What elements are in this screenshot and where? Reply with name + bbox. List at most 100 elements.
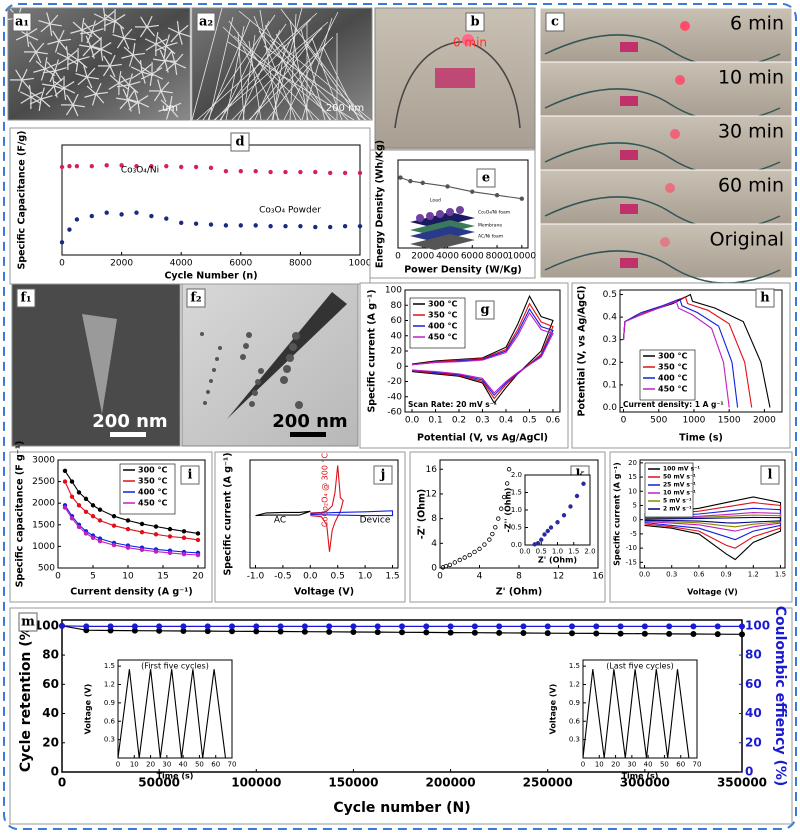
texture bbox=[54, 59, 59, 72]
data-point bbox=[253, 623, 260, 630]
texture bbox=[47, 40, 60, 45]
photo-frame bbox=[539, 223, 793, 279]
x-tick-label: 1000 bbox=[349, 259, 372, 269]
data-point bbox=[471, 623, 478, 630]
x-tick-label: 50 bbox=[195, 760, 204, 768]
texture bbox=[28, 85, 32, 98]
texture bbox=[305, 43, 361, 121]
texture bbox=[118, 77, 131, 84]
x-tick-label: 20 bbox=[146, 760, 155, 768]
series-label: Co₃O₄/Ni bbox=[121, 166, 159, 176]
x-tick-label: 2000 bbox=[753, 416, 776, 426]
data-point bbox=[167, 550, 173, 556]
y-tick-label: -20 bbox=[387, 377, 402, 387]
data-point bbox=[253, 628, 260, 635]
data-point bbox=[490, 531, 495, 537]
series-line bbox=[411, 311, 554, 394]
x-tick-label: 300000 bbox=[620, 775, 670, 789]
texture bbox=[17, 79, 23, 92]
texture bbox=[95, 82, 102, 95]
data-point bbox=[477, 546, 482, 552]
texture bbox=[86, 67, 96, 78]
y-tick-label: 0.9 bbox=[569, 699, 580, 707]
texture bbox=[123, 37, 136, 41]
annotation: Scan Rate: 20 mV s⁻¹ bbox=[408, 400, 497, 409]
x-axis-label: Voltage (V) bbox=[294, 587, 354, 598]
texture bbox=[164, 60, 169, 73]
texture bbox=[121, 54, 134, 59]
y-tick-label: 0.2 bbox=[603, 358, 617, 368]
texture bbox=[15, 34, 28, 41]
texture bbox=[15, 69, 23, 81]
time-label: 0 min bbox=[453, 36, 487, 50]
panel-letter-box bbox=[186, 288, 206, 308]
data-point bbox=[501, 494, 507, 500]
data-point bbox=[69, 516, 75, 521]
series-line bbox=[310, 465, 344, 552]
plot-area bbox=[582, 659, 698, 759]
panel-letter-box bbox=[12, 12, 32, 32]
panel-letter: f₁ bbox=[20, 291, 31, 306]
texture bbox=[165, 34, 170, 47]
x-tick-label: 20 bbox=[192, 572, 204, 582]
texture bbox=[49, 23, 62, 27]
data-point bbox=[204, 623, 211, 630]
x-tick-label: 60 bbox=[211, 760, 220, 768]
y-tick-label: -5 bbox=[630, 530, 637, 538]
x-tick-label: 8000 bbox=[486, 252, 509, 262]
texture bbox=[158, 107, 171, 112]
texture bbox=[21, 77, 34, 81]
y-tick-label: 60 bbox=[42, 677, 59, 691]
series-line bbox=[644, 496, 782, 561]
data-point bbox=[74, 217, 80, 222]
particle bbox=[203, 401, 207, 405]
legend-label: 2 mV s⁻¹ bbox=[663, 506, 692, 513]
data-point bbox=[238, 169, 243, 174]
x-tick-label: 0.0 bbox=[303, 572, 318, 582]
y-axis-label: -Z' (Ohm) bbox=[417, 489, 428, 539]
texture bbox=[75, 59, 79, 72]
texture bbox=[140, 16, 148, 28]
texture bbox=[155, 43, 167, 52]
particle bbox=[243, 343, 249, 349]
texture bbox=[208, 16, 234, 121]
texture bbox=[178, 32, 191, 38]
particle bbox=[286, 354, 294, 362]
data-point bbox=[462, 555, 467, 560]
texture bbox=[151, 67, 163, 75]
texture bbox=[123, 37, 130, 50]
legend-label: 400 °C bbox=[428, 322, 457, 331]
data-point bbox=[283, 169, 288, 175]
data-point bbox=[167, 534, 173, 539]
data-point bbox=[89, 213, 94, 219]
data-point bbox=[181, 551, 187, 557]
texture bbox=[53, 77, 64, 87]
photo-frame bbox=[539, 115, 793, 171]
data-point bbox=[111, 542, 117, 548]
legend-label: 50 mV s⁻¹ bbox=[663, 474, 696, 481]
x-tick-label: 60 bbox=[676, 760, 685, 768]
panel-letter: i bbox=[188, 468, 193, 483]
panel-letter-box bbox=[475, 300, 495, 320]
data-point bbox=[164, 163, 169, 169]
texture bbox=[52, 30, 60, 42]
texture bbox=[91, 93, 97, 106]
texture bbox=[82, 46, 92, 57]
scale-bar bbox=[110, 432, 146, 437]
texture bbox=[44, 57, 48, 70]
texture bbox=[266, 42, 328, 121]
scale-label: 200 nm bbox=[326, 103, 364, 114]
texture bbox=[38, 19, 51, 25]
data-point bbox=[134, 163, 139, 169]
data-point bbox=[739, 623, 746, 630]
data-point bbox=[350, 623, 357, 630]
outer-border bbox=[3, 3, 797, 830]
y-tick-label: 20 bbox=[42, 735, 59, 749]
texture bbox=[238, 10, 372, 121]
data-point bbox=[568, 504, 573, 509]
y-tick-label: 1.5 bbox=[104, 662, 115, 670]
data-point bbox=[208, 222, 214, 227]
data-point bbox=[223, 169, 229, 174]
x-tick-label: 0.5 bbox=[536, 547, 547, 555]
texture bbox=[51, 74, 55, 87]
